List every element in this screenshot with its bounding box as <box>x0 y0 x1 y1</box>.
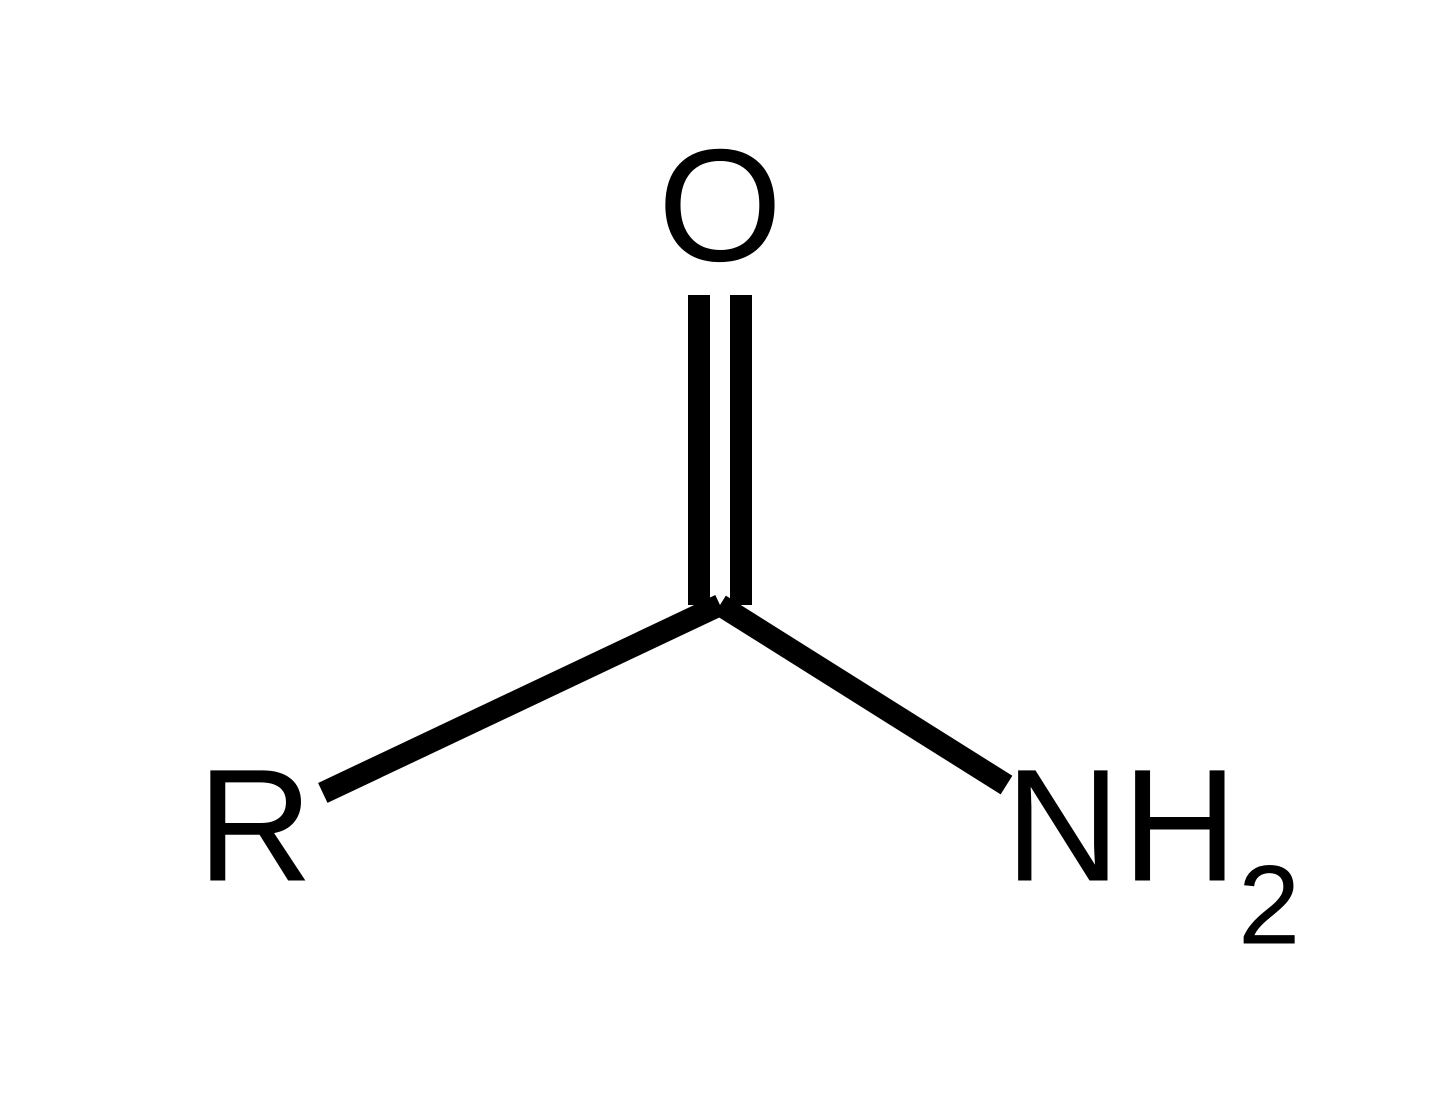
atom-label-H: H <box>1122 736 1238 915</box>
chemical-structure-svg: O R NH2 <box>0 0 1440 1117</box>
bonds-layer <box>323 295 1007 793</box>
atom-label-R: R <box>197 736 313 915</box>
bond-C-N <box>720 605 1007 785</box>
atom-label-sub2: 2 <box>1238 843 1300 968</box>
diagram-stage: O R NH2 <box>0 0 1440 1117</box>
bond-C-R <box>323 605 720 793</box>
atom-label-O: O <box>658 116 782 295</box>
atom-label-N: N <box>1005 736 1121 915</box>
